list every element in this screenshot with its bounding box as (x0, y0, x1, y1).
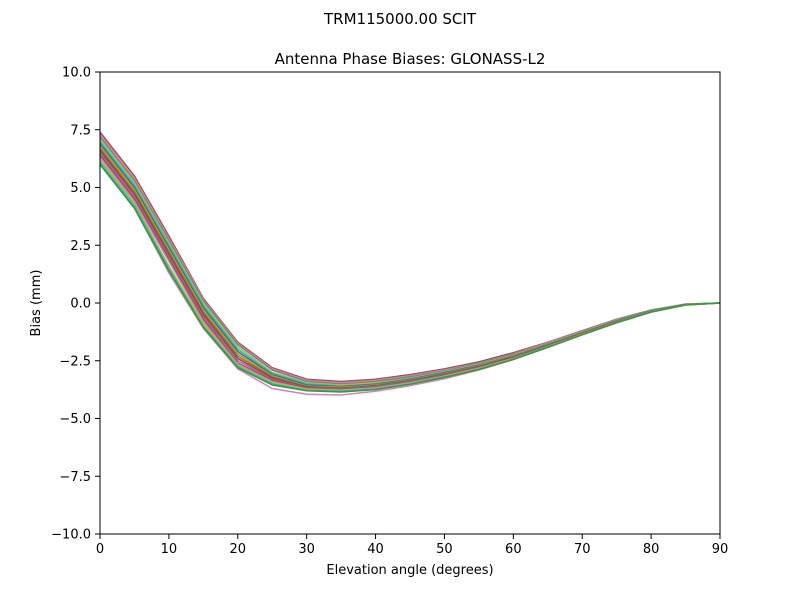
chart-title: Antenna Phase Biases: GLONASS-L2 (275, 50, 546, 68)
x-tick-label: 60 (505, 542, 522, 557)
figure-suptitle: TRM115000.00 SCIT (323, 10, 477, 28)
x-tick-label: 20 (230, 542, 247, 557)
y-tick-label: −10.0 (51, 528, 91, 543)
y-tick-label: 2.5 (70, 239, 91, 254)
x-tick-label: 10 (161, 542, 178, 557)
y-tick-label: −7.5 (59, 470, 91, 485)
y-tick-label: −5.0 (59, 412, 91, 427)
x-tick-label: 80 (643, 542, 660, 557)
x-tick-label: 70 (574, 542, 591, 557)
y-tick-label: 7.5 (70, 123, 91, 138)
y-tick-label: 5.0 (70, 181, 91, 196)
y-tick-label: −2.5 (59, 354, 91, 369)
series-line-16 (99, 163, 721, 393)
y-axis-ticks: −10.0 −7.5 −5.0 −2.5 0.0 2.5 5.0 7.5 10.0 (51, 66, 100, 543)
x-tick-label: 90 (712, 542, 729, 557)
x-tick-label: 40 (367, 542, 384, 557)
x-axis-label: Elevation angle (degrees) (326, 563, 493, 578)
x-tick-label: 50 (436, 542, 453, 557)
y-tick-label: 10.0 (62, 66, 91, 81)
x-tick-label: 0 (96, 542, 104, 557)
x-tick-label: 30 (298, 542, 315, 557)
y-tick-label: 0.0 (70, 297, 91, 312)
series-lines (99, 131, 721, 396)
x-axis-ticks: 0 10 20 30 40 50 60 70 80 90 (96, 534, 728, 557)
y-axis-label: Bias (mm) (29, 270, 44, 337)
